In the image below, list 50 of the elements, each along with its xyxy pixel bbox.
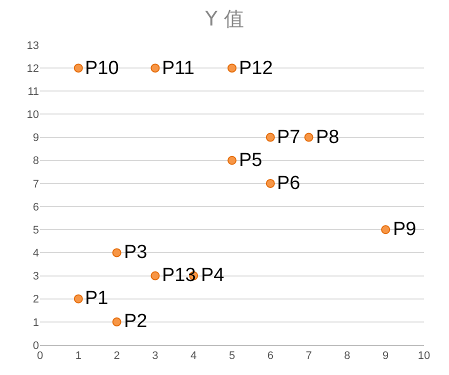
y-tick-label: 11 <box>28 86 39 98</box>
point <box>74 64 83 73</box>
x-tick-label: 1 <box>75 350 82 362</box>
x-tick-label: 2 <box>114 350 120 362</box>
point <box>304 132 314 142</box>
point <box>74 294 83 304</box>
annotation: P7 <box>277 127 300 148</box>
y-tick-label: 1 <box>32 316 39 329</box>
annotation: P11 <box>162 58 194 79</box>
y-tick-label: 12 <box>26 62 39 75</box>
x-tick-label: 3 <box>152 350 158 362</box>
annotation: P5 <box>239 150 262 171</box>
point <box>112 248 122 258</box>
point <box>228 64 236 73</box>
x-tick-label: 8 <box>344 350 350 362</box>
y-tick-label: 7 <box>32 178 39 190</box>
annotation: P4 <box>201 265 225 286</box>
point <box>381 225 390 234</box>
point <box>228 156 236 165</box>
x-tick-label: 5 <box>228 350 236 362</box>
y-tick-label: 3 <box>32 270 39 283</box>
point <box>266 178 275 188</box>
y-tick-label: 0 <box>32 340 39 352</box>
annotation: P8 <box>316 127 340 148</box>
y-tick-label: 8 <box>32 155 39 168</box>
x-tick-label: 9 <box>382 350 389 362</box>
annotation: P3 <box>124 242 148 263</box>
annotation: P10 <box>85 58 119 79</box>
y-tick-label: 9 <box>32 132 39 144</box>
point <box>112 317 122 326</box>
annotation: P13 <box>162 265 196 286</box>
y-tick-label: 2 <box>32 294 39 306</box>
x-tick-label: 4 <box>190 350 197 362</box>
chart-title: Y 值 <box>204 6 244 30</box>
point <box>150 64 160 73</box>
point <box>150 271 160 280</box>
y-tick-label: 6 <box>32 201 39 214</box>
annotation: P6 <box>277 173 300 194</box>
annotation: P9 <box>393 219 416 240</box>
y-tick-label: 5 <box>32 224 39 236</box>
annotation: P1 <box>85 288 108 309</box>
x-tick-label: 6 <box>267 350 274 362</box>
y-tick-label: 4 <box>32 248 39 260</box>
y-tick-label: 10 <box>26 109 39 122</box>
x-tick-label: 10 <box>418 350 430 362</box>
annotation: P2 <box>124 311 148 332</box>
x-tick-label: 7 <box>306 350 312 362</box>
point <box>266 132 275 142</box>
annotation: P12 <box>239 58 273 79</box>
y-tick-label: 13 <box>26 40 39 52</box>
